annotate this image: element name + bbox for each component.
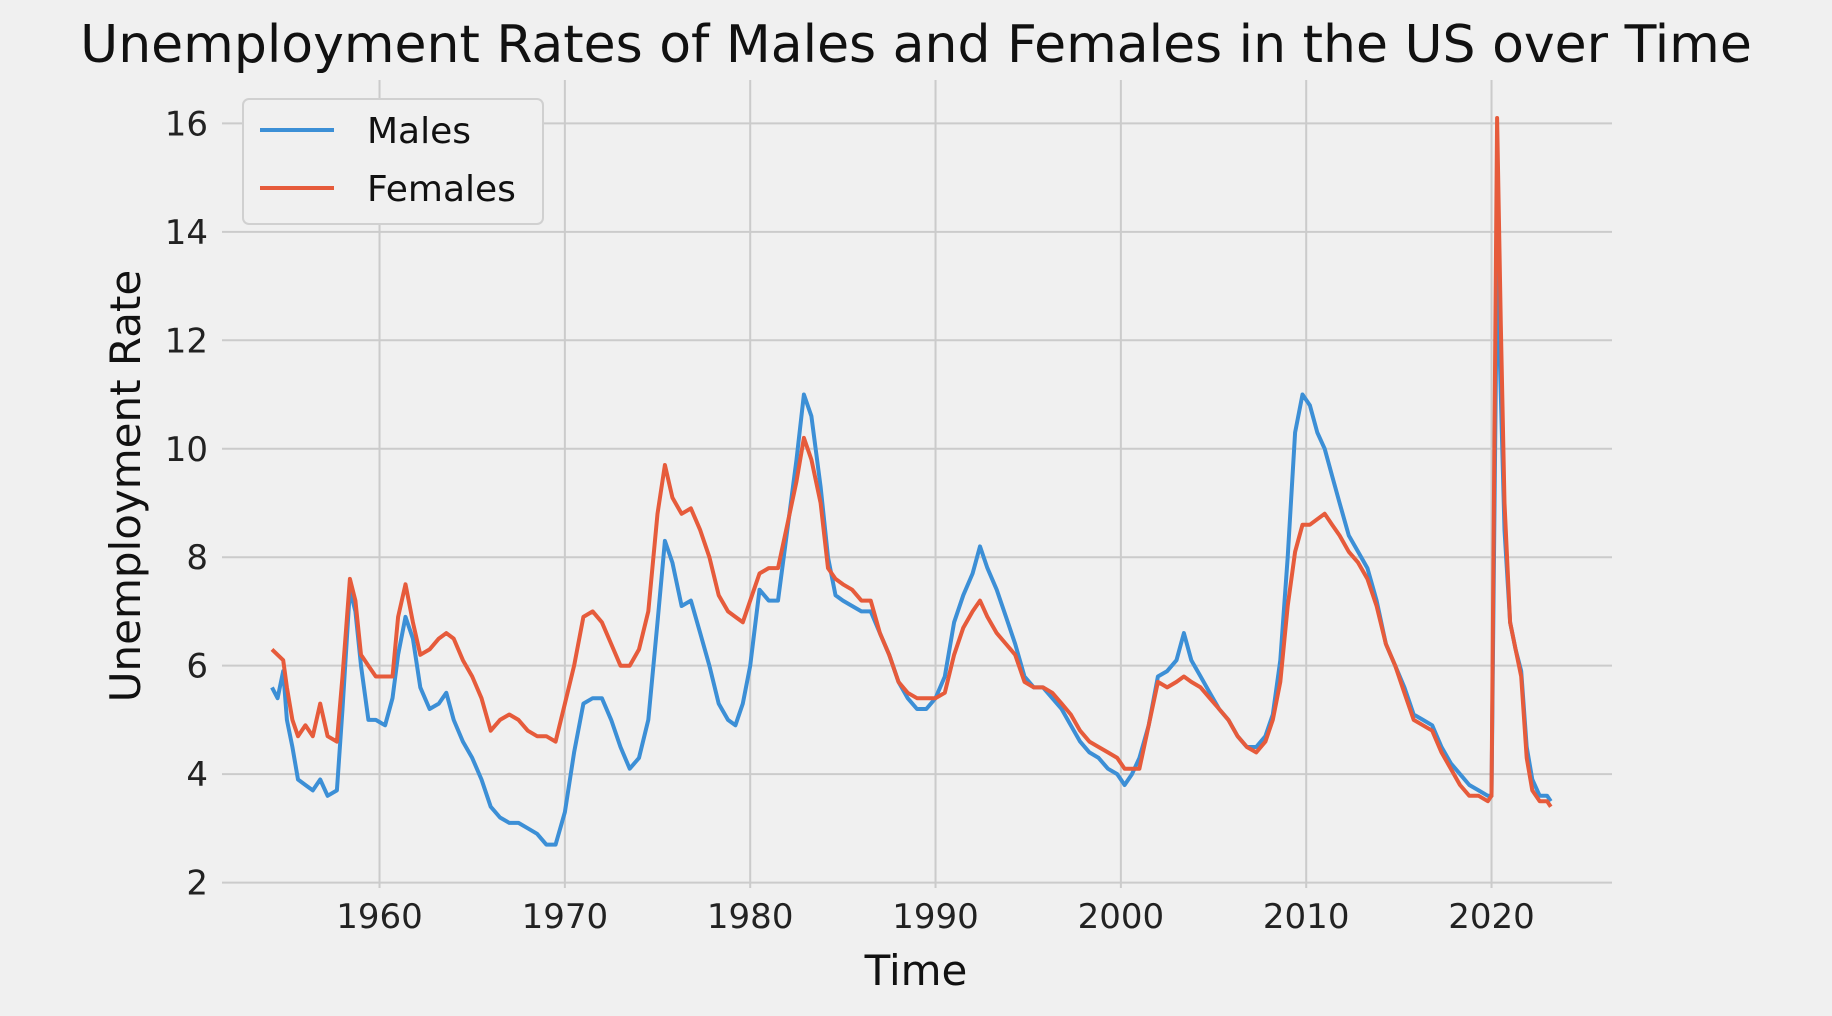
legend-label-males: Males bbox=[367, 111, 471, 152]
x-tick-label-2020: 2020 bbox=[1448, 897, 1535, 937]
series-line-males bbox=[270, 257, 1553, 847]
x-tick-label-1990: 1990 bbox=[892, 897, 979, 937]
x-axis-label: Time bbox=[864, 946, 968, 995]
chart-title: Unemployment Rates of Males and Females … bbox=[80, 15, 1752, 75]
y-axis-label: Unemployment Rate bbox=[101, 270, 150, 703]
y-tick-label-12: 12 bbox=[165, 321, 208, 361]
y-tick-label-16: 16 bbox=[165, 104, 208, 144]
x-tick-label-2000: 2000 bbox=[1078, 897, 1165, 937]
y-tick-label-14: 14 bbox=[165, 213, 208, 253]
y-tick-label-6: 6 bbox=[186, 647, 208, 687]
tick-labels: 2 4 6 8 10 12 14 16 1960 1970 1980 1990 2000 2010 2020 bbox=[165, 104, 1535, 937]
y-tick-label-2: 2 bbox=[186, 864, 208, 904]
legend-label-females: Females bbox=[367, 169, 516, 210]
x-tick-label-1980: 1980 bbox=[707, 897, 794, 937]
x-tick-label-1970: 1970 bbox=[522, 897, 609, 937]
x-tick-label-1960: 1960 bbox=[336, 897, 423, 937]
y-tick-label-10: 10 bbox=[165, 430, 208, 470]
y-tick-label-4: 4 bbox=[186, 755, 208, 795]
x-tick-label-2010: 2010 bbox=[1263, 897, 1350, 937]
legend: Males Females bbox=[242, 98, 544, 225]
series-lines bbox=[270, 116, 1553, 847]
y-tick-label-8: 8 bbox=[186, 538, 208, 578]
series-line-females bbox=[270, 116, 1553, 808]
